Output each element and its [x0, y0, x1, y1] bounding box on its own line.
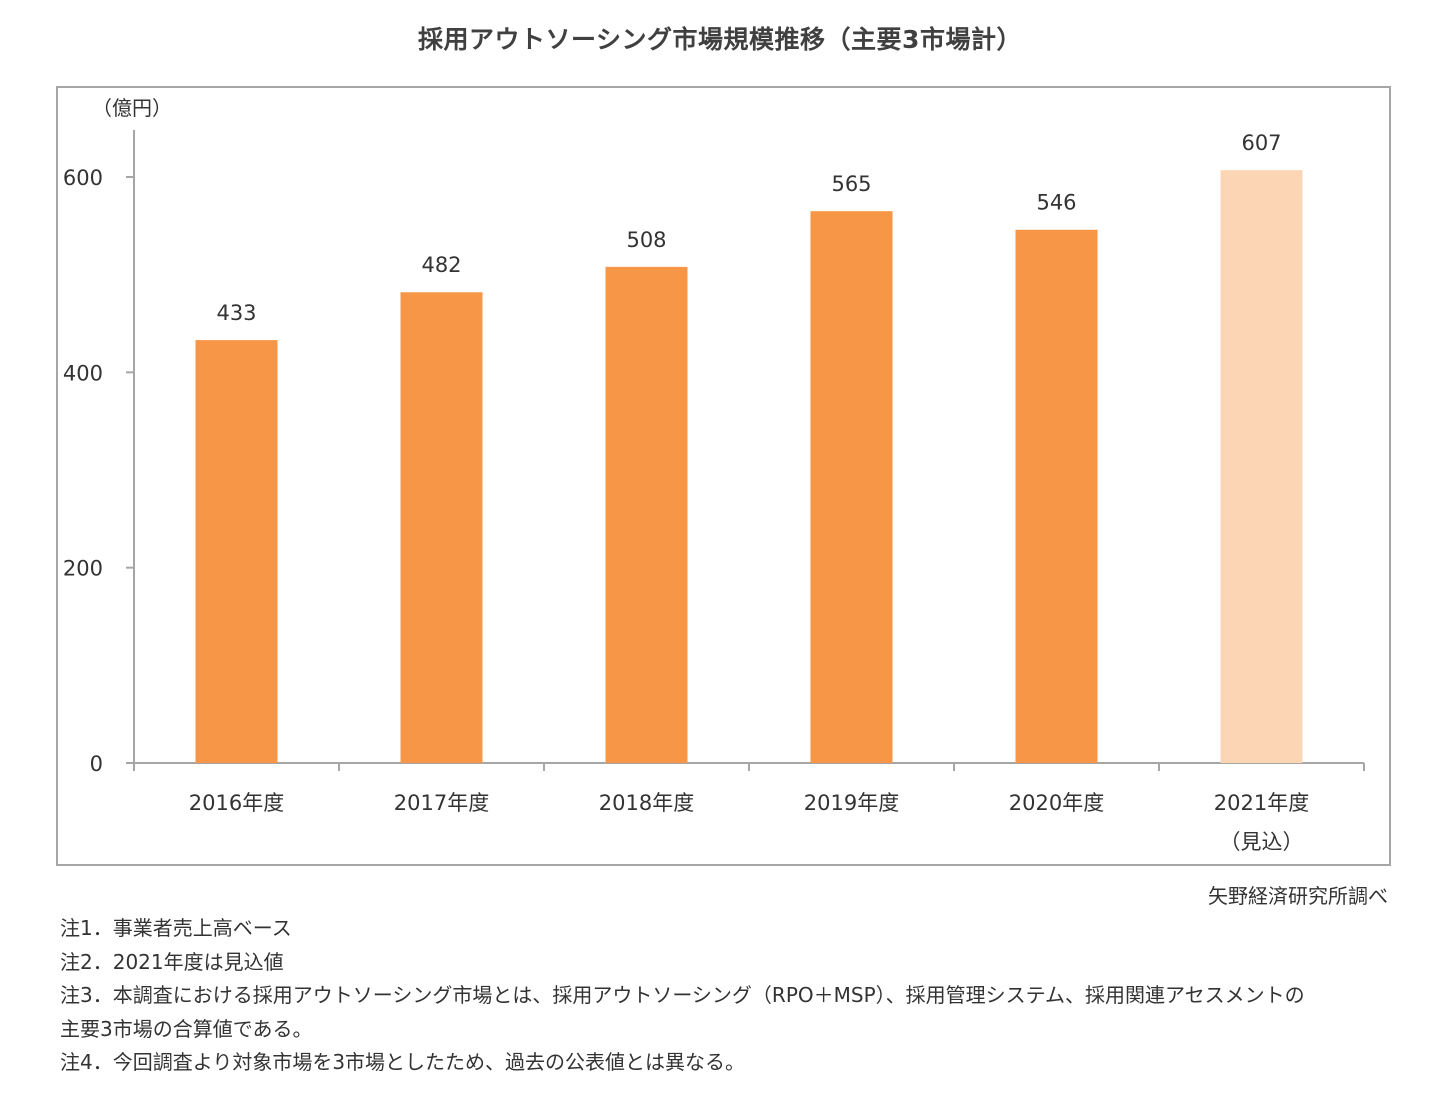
data-label: 565: [831, 172, 871, 196]
chart-title: 採用アウトソーシング市場規模推移（主要3市場計）: [418, 25, 1022, 54]
data-label: 546: [1036, 191, 1076, 215]
x-tick-label: 2017年度: [394, 791, 489, 815]
x-tick-label: 2019年度: [804, 791, 899, 815]
source-credit: 矢野経済研究所調べ: [1208, 884, 1388, 908]
note-2: 注2．2021年度は見込値: [60, 949, 284, 974]
bar: [605, 266, 688, 763]
bar: [810, 211, 893, 763]
x-tick-label: 2016年度: [189, 791, 284, 815]
x-tick-label: 2020年度: [1009, 791, 1104, 815]
data-label: 508: [626, 228, 666, 252]
x-tick-label-sub: （見込）: [1220, 830, 1304, 854]
note-3-continued: 主要3市場の合算値である。: [60, 1016, 313, 1041]
bar: [195, 340, 278, 763]
chart-frame: [56, 86, 1391, 866]
y-axis-unit-label: （億円）: [92, 96, 172, 120]
x-tick-label: 2021年度: [1214, 791, 1309, 815]
bar: [1015, 229, 1098, 764]
note-3: 注3．本調査における採用アウトソーシング市場とは、採用アウトソーシング（RPO＋…: [60, 983, 1305, 1007]
bar-estimate: [1220, 170, 1303, 763]
y-tick-label: 0: [90, 752, 103, 776]
x-tick-label: 2018年度: [599, 791, 694, 815]
note-1: 注1．事業者売上高ベース: [60, 916, 292, 940]
y-tick-label: 200: [63, 557, 103, 581]
notes: 注1．事業者売上高ベース 注2．2021年度は見込値 注3．本調査における採用ア…: [60, 912, 1305, 1080]
y-tick-label: 600: [63, 166, 103, 190]
note-4: 注4．今回調査より対象市場を3市場としたため、過去の公表値とは異なる。: [60, 1050, 746, 1074]
data-label: 482: [421, 253, 461, 277]
data-label: 607: [1241, 131, 1281, 155]
data-label: 433: [216, 301, 256, 325]
y-tick-label: 400: [63, 361, 103, 385]
bar: [400, 292, 483, 763]
